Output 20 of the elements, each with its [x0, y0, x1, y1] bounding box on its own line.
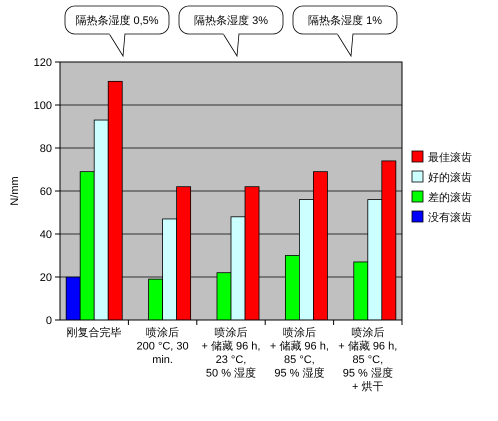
annotation: 隔热条湿度 0,5% — [64, 6, 170, 58]
legend-label: 好的滚齿 — [428, 171, 472, 184]
annotation: 隔热条湿度 1% — [292, 6, 398, 58]
annotation: 隔热条湿度 3% — [178, 6, 284, 58]
y-tick-label: 120 — [34, 57, 52, 69]
y-title: N/mm — [9, 176, 21, 206]
y-tick-label: 20 — [40, 272, 52, 284]
legend-label: 差的滚齿 — [428, 191, 472, 204]
y-tick-label: 100 — [34, 100, 52, 112]
legend-label: 最佳滚齿 — [428, 151, 472, 164]
y-tick-label: 0 — [46, 315, 52, 327]
y-tick-label: 80 — [40, 143, 52, 155]
y-tick-label: 40 — [40, 229, 52, 241]
x-tick-label: 喷涂后 + 储藏 96 h, 23 °C, 50 % 湿度 — [201, 326, 261, 380]
x-tick-label: 喷涂后 200 °C, 30 min. — [136, 326, 189, 366]
x-tick-label: 刚复合完毕 — [66, 326, 122, 339]
y-tick-label: 60 — [40, 186, 52, 198]
x-tick-label: 喷涂后 + 储藏 96 h, 85 °C, 95 % 湿度 — [270, 326, 329, 380]
legend-label: 没有滚齿 — [428, 211, 472, 224]
x-tick-label: 喷涂后 + 储藏 96 h, 85 °C, 95 % 湿度 + 烘干 — [338, 326, 398, 393]
